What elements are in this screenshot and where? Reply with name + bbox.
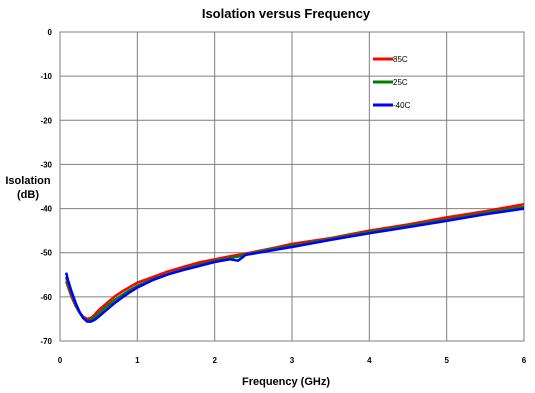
y-tick-label: -30 — [40, 160, 52, 169]
x-tick-label: 1 — [135, 356, 140, 365]
y-tick-label: 0 — [48, 28, 53, 37]
x-axis-ticks: 0 1 2 3 4 5 6 — [58, 356, 527, 365]
y-tick-label: -10 — [40, 72, 52, 81]
series-line-25C — [64, 205, 525, 322]
legend-label-25C: 25C — [393, 78, 408, 87]
x-tick-label: 6 — [522, 356, 527, 365]
y-tick-label: -40 — [40, 205, 52, 214]
y-tick-label: -60 — [40, 293, 52, 302]
series-lines — [64, 202, 525, 323]
legend-label--40C: -40C — [393, 101, 411, 110]
grid-lines — [59, 31, 525, 342]
y-axis-title-line-1: Isolation — [5, 175, 51, 187]
x-tick-label: 4 — [367, 356, 372, 365]
x-tick-label: 0 — [58, 356, 63, 365]
series-line--40C — [64, 207, 525, 323]
y-tick-label: -20 — [40, 116, 52, 125]
x-tick-label: 2 — [212, 356, 217, 365]
plot-area — [59, 31, 525, 342]
y-tick-label: -70 — [40, 337, 52, 346]
y-tick-label: -50 — [40, 249, 52, 258]
x-axis-title: Frequency (GHz) — [242, 376, 330, 388]
chart-title: Isolation versus Frequency — [202, 6, 371, 21]
x-tick-label: 3 — [290, 356, 295, 365]
legend-label-85C: 85C — [393, 55, 408, 64]
y-axis-ticks: 0 -10 -20 -30 -40 -50 -60 -70 — [40, 28, 52, 346]
y-axis-title-line-2: (dB) — [17, 189, 39, 201]
x-tick-label: 5 — [444, 356, 449, 365]
series-line-85C — [65, 202, 525, 321]
legend: 85C 25C -40C — [373, 55, 411, 110]
